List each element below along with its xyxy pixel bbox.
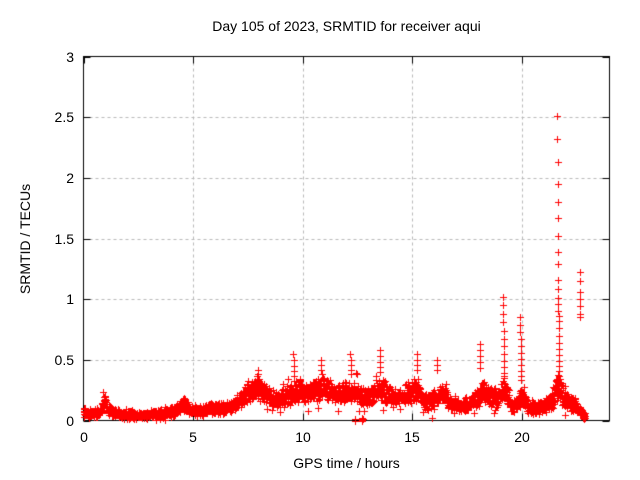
x-tick-label-20: 20 xyxy=(514,429,530,445)
y-tick-label-0: 0 xyxy=(66,413,74,429)
x-tick-label-10: 10 xyxy=(295,429,311,445)
y-tick-label-3: 3 xyxy=(66,49,74,65)
y-tick-label-1.5: 1.5 xyxy=(54,231,74,247)
x-tick-label-5: 5 xyxy=(189,429,197,445)
x-tick-label-0: 0 xyxy=(80,429,88,445)
y-tick-label-2.5: 2.5 xyxy=(54,109,74,125)
y-tick-label-0.5: 0.5 xyxy=(54,352,74,368)
y-tick-label-2: 2 xyxy=(66,170,74,186)
x-tick-label-15: 15 xyxy=(404,429,420,445)
chart-title: Day 105 of 2023, SRMTID for receiver aqu… xyxy=(212,18,481,34)
x-axis-label: GPS time / hours xyxy=(293,455,400,471)
y-tick-label-1: 1 xyxy=(66,291,74,307)
